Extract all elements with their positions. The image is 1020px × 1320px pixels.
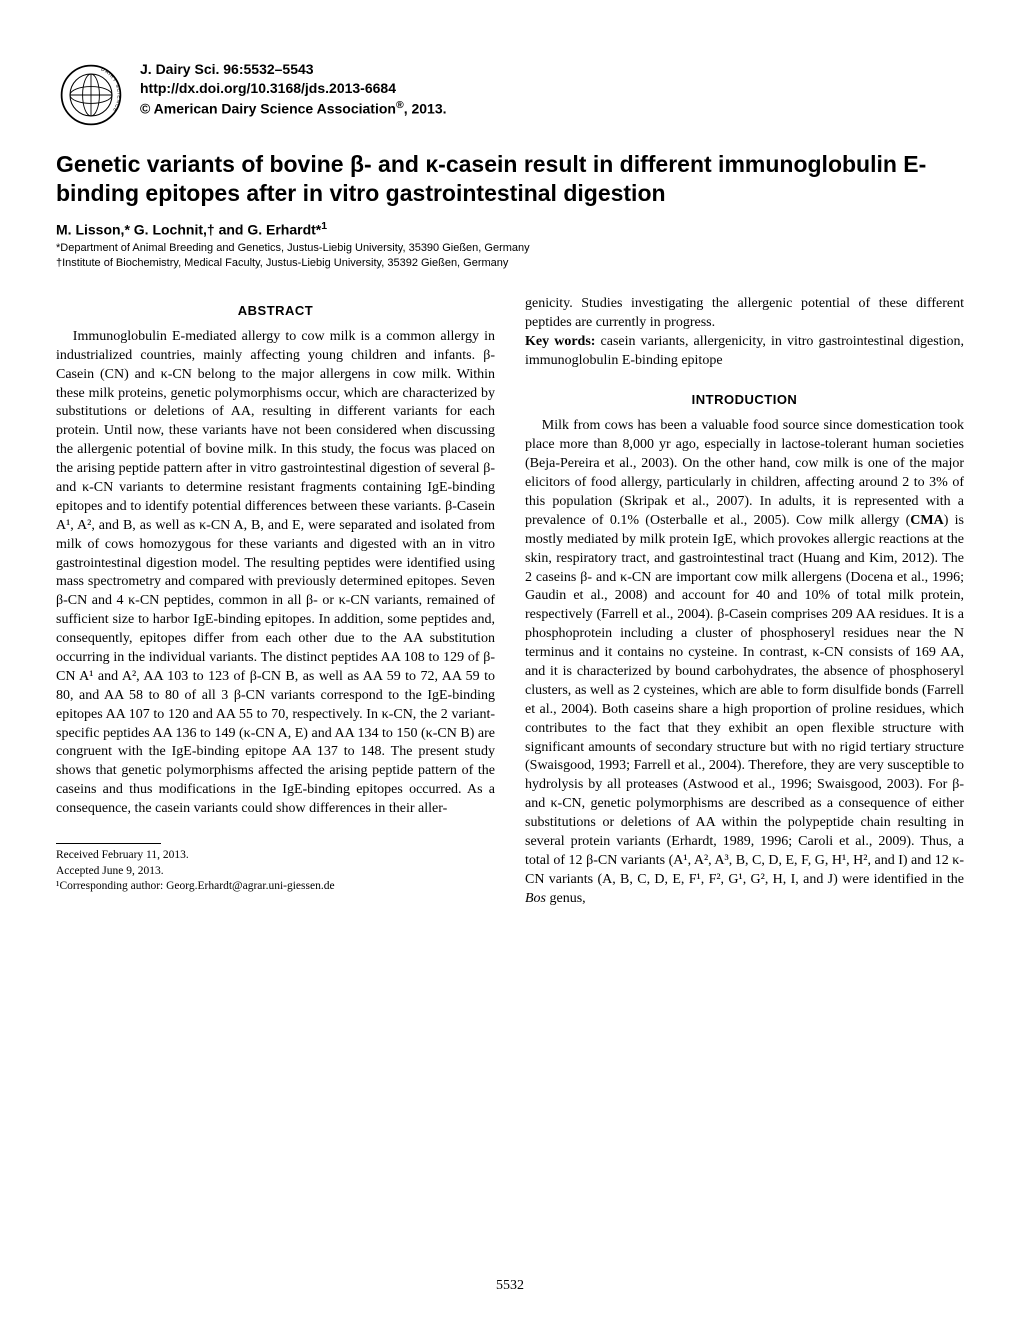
introduction-heading: INTRODUCTION (525, 392, 964, 407)
author-list: M. Lisson,* G. Lochnit,† and G. Erhardt*… (56, 220, 964, 238)
copyright-line: © American Dairy Science Association®, 2… (140, 98, 447, 119)
abstract-heading: ABSTRACT (56, 303, 495, 318)
keywords-label: Key words: (525, 334, 595, 349)
page: DAIRY SCIENCE J. Dairy Sci. 96:5532–5543… (0, 0, 1020, 1320)
doi: http://dx.doi.org/10.3168/jds.2013-6684 (140, 79, 447, 98)
page-number: 5532 (0, 1278, 1020, 1294)
abstract-continuation: genicity. Studies investigating the alle… (525, 295, 964, 333)
footnote-corresponding: ¹Corresponding author: Georg.Erhardt@agr… (56, 879, 495, 895)
copyright-post: , 2013. (404, 100, 447, 116)
journal-meta: J. Dairy Sci. 96:5532–5543 http://dx.doi… (140, 60, 447, 118)
journal-reference: J. Dairy Sci. 96:5532–5543 (140, 60, 447, 79)
svg-text:DAIRY SCIENCE: DAIRY SCIENCE (100, 67, 122, 114)
footnote-accepted: Accepted June 9, 2013. (56, 864, 495, 880)
two-column-body: ABSTRACT Immunoglobulin E-mediated aller… (56, 295, 964, 909)
dairy-science-logo-icon: DAIRY SCIENCE (56, 60, 126, 130)
keywords-line: Key words: casein variants, allergenicit… (525, 333, 964, 371)
introduction-body: Milk from cows has been a valuable food … (525, 417, 964, 908)
footnote-received: Received February 11, 2013. (56, 848, 495, 864)
affiliation-line: †Institute of Biochemistry, Medical Facu… (56, 256, 964, 271)
left-column: ABSTRACT Immunoglobulin E-mediated aller… (56, 295, 495, 909)
header: DAIRY SCIENCE J. Dairy Sci. 96:5532–5543… (56, 60, 964, 130)
abstract-body: Immunoglobulin E-mediated allergy to cow… (56, 328, 495, 819)
copyright-pre: © American Dairy Science Association (140, 100, 396, 116)
right-column: genicity. Studies investigating the alle… (525, 295, 964, 909)
article-title: Genetic variants of bovine β- and κ-case… (56, 150, 964, 208)
journal-logo: DAIRY SCIENCE (56, 60, 126, 130)
footnotes: Received February 11, 2013. Accepted Jun… (56, 848, 495, 895)
affiliations: *Department of Animal Breeding and Genet… (56, 241, 964, 271)
footnote-rule (56, 843, 161, 844)
affiliation-line: *Department of Animal Breeding and Genet… (56, 241, 964, 256)
registered-mark: ® (396, 99, 404, 111)
